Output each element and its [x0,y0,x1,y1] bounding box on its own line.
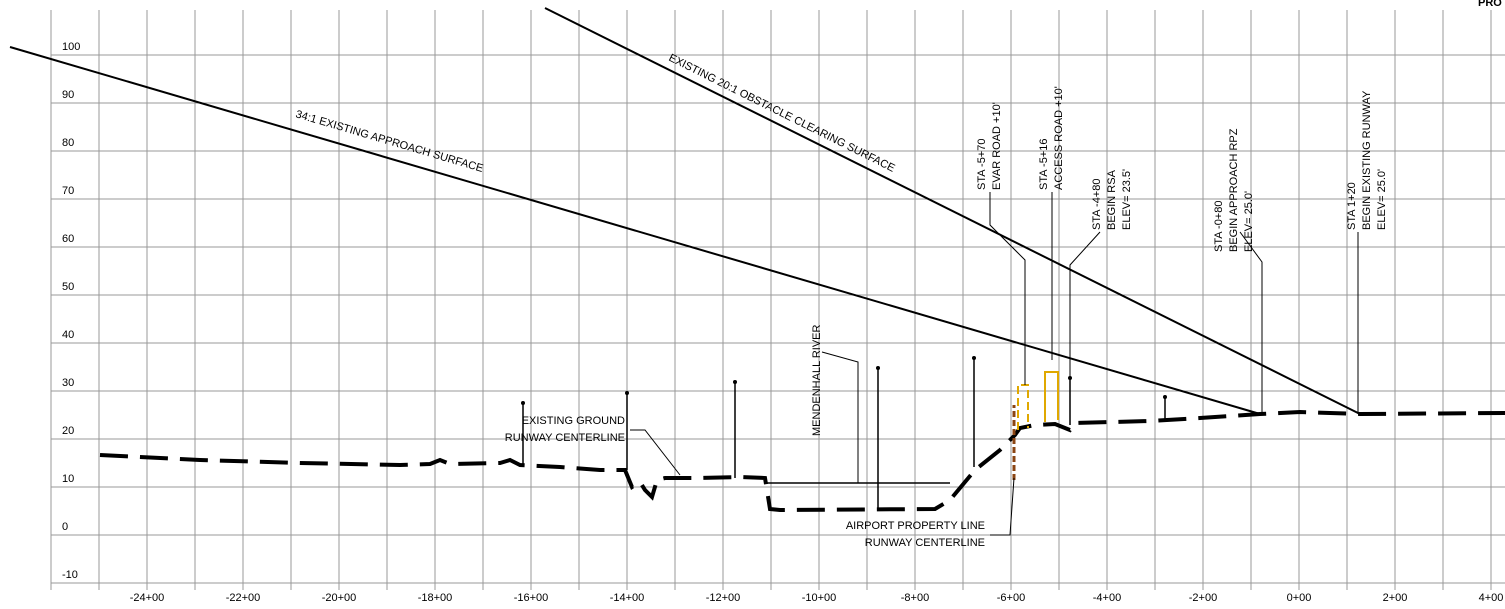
leaders [630,192,1359,536]
y-tick-label: 10 [62,473,74,485]
callout-label: BEGIN EXISTING RUNWAY [1361,90,1373,230]
x-tick-label: -14+00 [610,592,645,604]
y-tick-label: 70 [62,185,74,197]
callout-label: BEGIN RSA [1106,169,1118,230]
y-tick-label: 40 [62,329,74,341]
x-tick-label: -10+00 [802,592,837,604]
x-tick-label: -22+00 [226,592,261,604]
y-tick-label: 30 [62,377,74,389]
x-tick-label: -24+00 [130,592,165,604]
callout-label: ELEV= 23.5' [1121,169,1133,230]
y-tick-label: 50 [62,281,74,293]
callout-label: BEGIN APPROACH RPZ [1228,128,1240,252]
callout-label: ELEV= 25.0' [1243,191,1255,252]
bottom-label: AIRPORT PROPERTY LINE [846,520,985,532]
x-tick-label: 2+00 [1383,592,1408,604]
existing-ground-profile [99,409,1505,513]
x-tick-label: -16+00 [514,592,549,604]
x-tick-label: -4+00 [1093,592,1121,604]
y-tick-label: 0 [62,521,68,533]
road-sections [1017,371,1059,430]
callout-label: STA -4+80 [1091,179,1103,230]
obstacle-surface-line [544,7,1361,415]
bottom-label: RUNWAY CENTERLINE [865,537,985,549]
callout-label: STA -5+16 [1038,139,1050,190]
approach-surface-line [9,46,1261,415]
x-tick-label: 0+00 [1287,592,1312,604]
corner-title: PRO [1478,0,1502,9]
y-tick-label: 80 [62,137,74,149]
x-tick-label: -6+00 [997,592,1025,604]
y-tick-label: 60 [62,233,74,245]
left-label: EXISTING GROUND [522,415,625,427]
y-tick-label: 100 [62,41,80,53]
callouts: STA -5+70 EVAR ROAD +10' STA -5+16 ACCESS R… [976,86,1388,252]
callout-label: STA -5+70 [976,139,988,190]
x-tick-label: -2+00 [1189,592,1217,604]
obstacle-surface-label: EXISTING 20:1 OBSTACLE CLEARING SURFACE [667,52,897,175]
callout-label: STA 1+20 [1346,182,1358,230]
callout-label: ACCESS ROAD +10' [1053,86,1065,190]
left-label: RUNWAY CENTERLINE [505,432,625,444]
y-tick-label: 90 [62,89,74,101]
x-tick-label: -8+00 [901,592,929,604]
callout-label: STA -0+80 [1213,201,1225,252]
approach-surface-label: 34:1 EXISTING APPROACH SURFACE [294,108,484,175]
callout-label: ELEV= 25.0' [1376,169,1388,230]
x-tick-label: 4+00 [1479,592,1504,604]
x-tick-label: -12+00 [706,592,741,604]
x-tick-label: -20+00 [322,592,357,604]
stems [522,358,1166,509]
y-tick-label: -10 [62,569,78,581]
callout-label: EVAR ROAD +10' [991,102,1003,190]
x-tick-label: -18+00 [418,592,453,604]
y-tick-label: 20 [62,425,74,437]
river-label: MENDENHALL RIVER [811,324,823,436]
